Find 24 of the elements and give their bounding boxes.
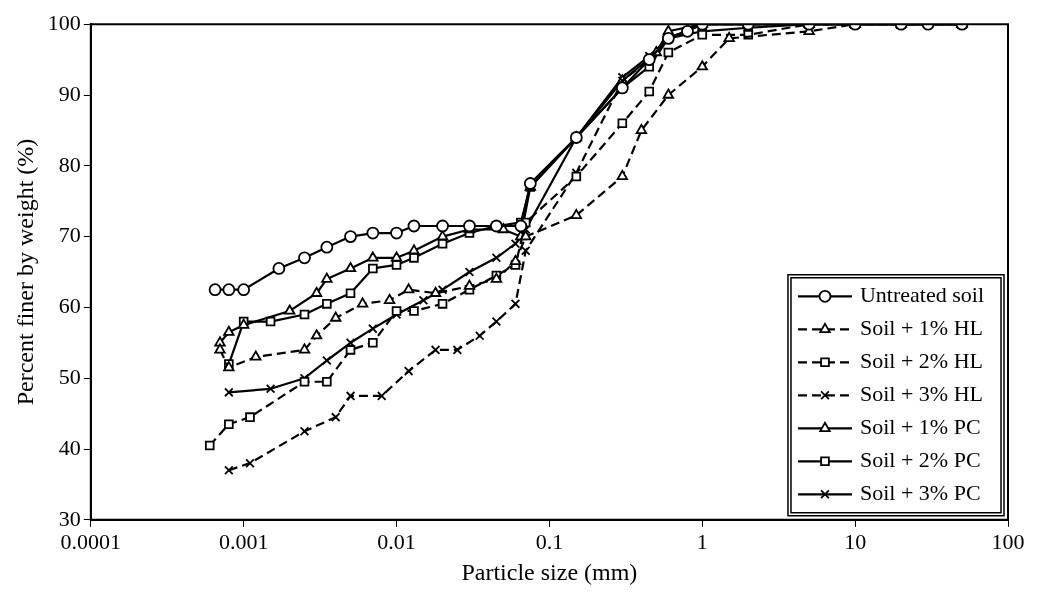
y-tick-label: 40 — [58, 434, 81, 460]
y-tick-label: 90 — [58, 80, 81, 106]
x-tick-label: 0.0001 — [60, 528, 122, 554]
y-tick-label: 30 — [58, 505, 81, 531]
x-tick-label: 10 — [844, 528, 867, 554]
legend-label: Soil + 1% PC — [859, 414, 981, 440]
x-tick-label: 0.001 — [218, 528, 269, 554]
legend-label: Soil + 2% HL — [859, 348, 984, 374]
x-tick-label: 100 — [991, 528, 1025, 554]
legend-label: Soil + 2% PC — [859, 447, 981, 473]
legend-label: Untreated soil — [859, 282, 985, 308]
y-axis-title: Percent finer by weight (%) — [11, 138, 38, 406]
x-tick-label: 1 — [696, 528, 708, 554]
y-tick-label: 50 — [58, 363, 81, 389]
x-tick-label: 0.01 — [377, 528, 416, 554]
y-tick-label: 70 — [58, 222, 81, 248]
y-tick-label: 100 — [47, 9, 81, 35]
x-axis-title: Particle size (mm) — [461, 558, 638, 585]
y-tick-label: 80 — [58, 151, 81, 177]
legend-label: Soil + 1% HL — [859, 315, 984, 341]
legend-label: Soil + 3% PC — [859, 480, 981, 506]
legend-label: Soil + 3% HL — [859, 381, 984, 407]
x-tick-label: 0.1 — [535, 528, 564, 554]
y-tick-label: 60 — [58, 293, 81, 319]
